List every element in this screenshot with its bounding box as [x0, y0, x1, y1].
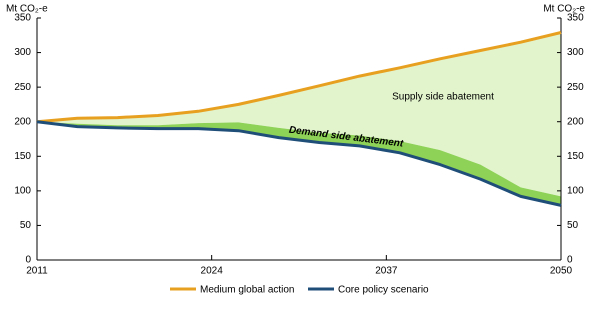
y-tick-label: 50	[20, 220, 32, 231]
y2-axis-label: Mt CO₂-e	[543, 4, 585, 15]
y2-tick-label: 300	[567, 47, 584, 58]
y2-tick-label: 350	[567, 13, 584, 24]
area-label: Supply side abatement	[392, 92, 494, 103]
supply-area	[37, 32, 561, 197]
y-tick-label: 300	[14, 47, 31, 58]
legend-label: Medium global action	[200, 285, 295, 296]
y-tick-label: 200	[14, 116, 31, 127]
series-line	[36, 31, 562, 124]
x-tick-label: 2050	[550, 266, 573, 277]
y-tick-label: 150	[14, 151, 31, 162]
x-tick-label: 2037	[375, 266, 398, 277]
y-tick-label: 100	[14, 185, 31, 196]
legend-label: Core policy scenario	[338, 285, 429, 296]
y2-tick-label: 250	[567, 82, 584, 93]
series-line	[36, 120, 562, 207]
y-axis-label: Mt CO₂-e	[6, 4, 48, 15]
y2-tick-label: 150	[567, 151, 584, 162]
demand-area	[37, 121, 561, 206]
y2-tick-label: 200	[567, 116, 584, 127]
y-tick-label: 250	[14, 82, 31, 93]
x-tick-label: 2011	[26, 266, 48, 277]
y2-tick-label: 0	[567, 255, 573, 266]
x-tick-label: 2024	[201, 266, 224, 277]
y-tick-label: 350	[14, 13, 31, 24]
y-tick-label: 0	[25, 255, 31, 266]
y2-tick-label: 50	[567, 220, 579, 231]
y2-tick-label: 100	[567, 185, 584, 196]
